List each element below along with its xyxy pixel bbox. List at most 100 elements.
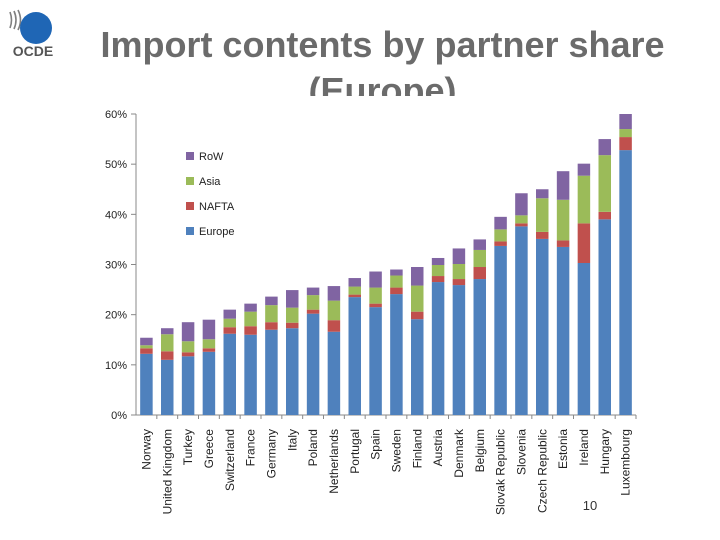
bar-segment-europe — [327, 331, 341, 415]
bar-segment-row — [515, 193, 528, 216]
bar-segment-row — [265, 296, 278, 306]
page-number: 10 — [582, 498, 598, 513]
bar-segment-asia — [556, 199, 570, 241]
bar-segment-row — [223, 309, 236, 319]
bar-segment-row — [244, 303, 257, 312]
bar-segment-europe — [411, 319, 424, 415]
y-tick-label: 30% — [105, 260, 127, 272]
x-tick-label: Austria — [431, 429, 445, 467]
bar-segment-row — [431, 257, 445, 266]
x-tick-label: Finland — [410, 429, 424, 468]
bar-segment-nafta — [181, 352, 195, 357]
bar-segment-nafta — [306, 309, 320, 314]
bar-segment-row — [494, 216, 507, 230]
bar-segment-asia — [181, 341, 195, 353]
bar-segment-row — [577, 163, 591, 176]
bar-segment-europe — [494, 245, 507, 415]
bar-segment-europe — [390, 294, 403, 415]
bar-segment-row — [202, 319, 216, 340]
bar-segment-asia — [223, 318, 236, 328]
bar-segment-nafta — [515, 223, 528, 227]
bar-segment-europe — [431, 282, 445, 415]
bar-segment-asia — [286, 307, 299, 323]
y-tick-label: 0% — [111, 410, 127, 422]
bar-segment-europe — [536, 238, 549, 415]
x-tick-label: Czech Republic — [535, 429, 549, 513]
x-tick-label: Germany — [264, 429, 278, 478]
bar-segment-nafta — [598, 211, 611, 220]
bar-segment-asia — [577, 175, 591, 224]
bar-segment-row — [306, 287, 320, 296]
bar-segment-europe — [265, 329, 278, 415]
bar-segment-asia — [202, 339, 216, 349]
bar-segment-nafta — [223, 327, 236, 334]
x-tick-label: Denmark — [452, 428, 466, 478]
x-tick-label: Luxembourg — [619, 429, 633, 496]
bar-segment-nafta — [140, 348, 153, 354]
bar-segment-europe — [202, 351, 216, 415]
bar-segment-asia — [619, 129, 632, 138]
bar-segment-nafta — [452, 279, 466, 286]
x-tick-label: Estonia — [556, 429, 570, 469]
bar-segment-asia — [244, 311, 257, 327]
bar-segment-europe — [140, 353, 153, 415]
bar-segment-nafta — [473, 267, 486, 280]
oecd-logo: OCDE — [6, 8, 60, 59]
x-tick-label: Switzerland — [223, 429, 237, 491]
bar-segment-nafta — [411, 311, 424, 320]
bar-segment-row — [452, 248, 466, 264]
legend-swatch-nafta — [186, 202, 194, 210]
bar-segment-nafta — [556, 240, 570, 247]
bar-segment-asia — [390, 275, 403, 288]
bar-segment-asia — [161, 334, 174, 352]
legend-label-europe: Europe — [199, 226, 234, 238]
legend-swatch-europe — [186, 227, 194, 235]
y-tick-label: 60% — [105, 109, 127, 121]
x-tick-label: Netherlands — [327, 429, 341, 494]
bar-segment-row — [390, 269, 403, 276]
x-tick-label: Belgium — [473, 429, 487, 472]
bar-segment-row — [473, 239, 486, 250]
bar-segment-row — [327, 286, 341, 301]
bar-segment-nafta — [431, 276, 445, 283]
bar-segment-nafta — [536, 231, 549, 239]
bar-segment-europe — [556, 246, 570, 415]
bar-segment-nafta — [327, 320, 341, 332]
y-tick-label: 50% — [105, 159, 127, 171]
bar-segment-europe — [515, 226, 528, 415]
bar-segment-nafta — [286, 322, 299, 329]
x-tick-label: Portugal — [348, 429, 362, 474]
bar-segment-nafta — [202, 348, 216, 352]
bar-segment-asia — [348, 286, 361, 295]
bar-segment-row — [411, 267, 424, 286]
bar-segment-nafta — [390, 287, 403, 295]
bar-segment-row — [556, 171, 570, 200]
bar-segment-europe — [286, 328, 299, 415]
bar-segment-europe — [452, 285, 466, 415]
bar-segment-asia — [494, 229, 507, 242]
bar-segment-asia — [536, 198, 549, 232]
bar-segment-europe — [598, 219, 611, 415]
chart-panel: 0% 10% 20% 30% 40% 50% 60% Norway United Kingdom… — [86, 96, 660, 526]
bar-segment-europe — [161, 359, 174, 415]
bar-segment-europe — [348, 297, 361, 415]
bar-segment-europe — [619, 150, 632, 415]
bar-segment-nafta — [348, 294, 361, 298]
bar-segment-europe — [223, 333, 236, 415]
bar-segment-row — [140, 337, 153, 346]
bar-segment-nafta — [161, 351, 174, 360]
bar-segment-asia — [473, 249, 486, 268]
bar-segment-europe — [181, 356, 195, 415]
legend-label-asia: Asia — [199, 176, 221, 188]
bar-segment-europe — [306, 313, 320, 415]
bar-segment-asia — [598, 155, 611, 212]
x-tick-label: Greece — [202, 429, 216, 469]
bar-segment-asia — [306, 295, 320, 310]
bar-segment-asia — [327, 300, 341, 321]
x-tick-label: Ireland — [577, 429, 591, 466]
x-tick-label: United Kingdom — [160, 429, 174, 514]
bar-segment-nafta — [577, 223, 591, 263]
bar-segment-row — [181, 322, 195, 342]
bar-segment-nafta — [494, 241, 507, 246]
bar-segment-asia — [369, 287, 382, 304]
